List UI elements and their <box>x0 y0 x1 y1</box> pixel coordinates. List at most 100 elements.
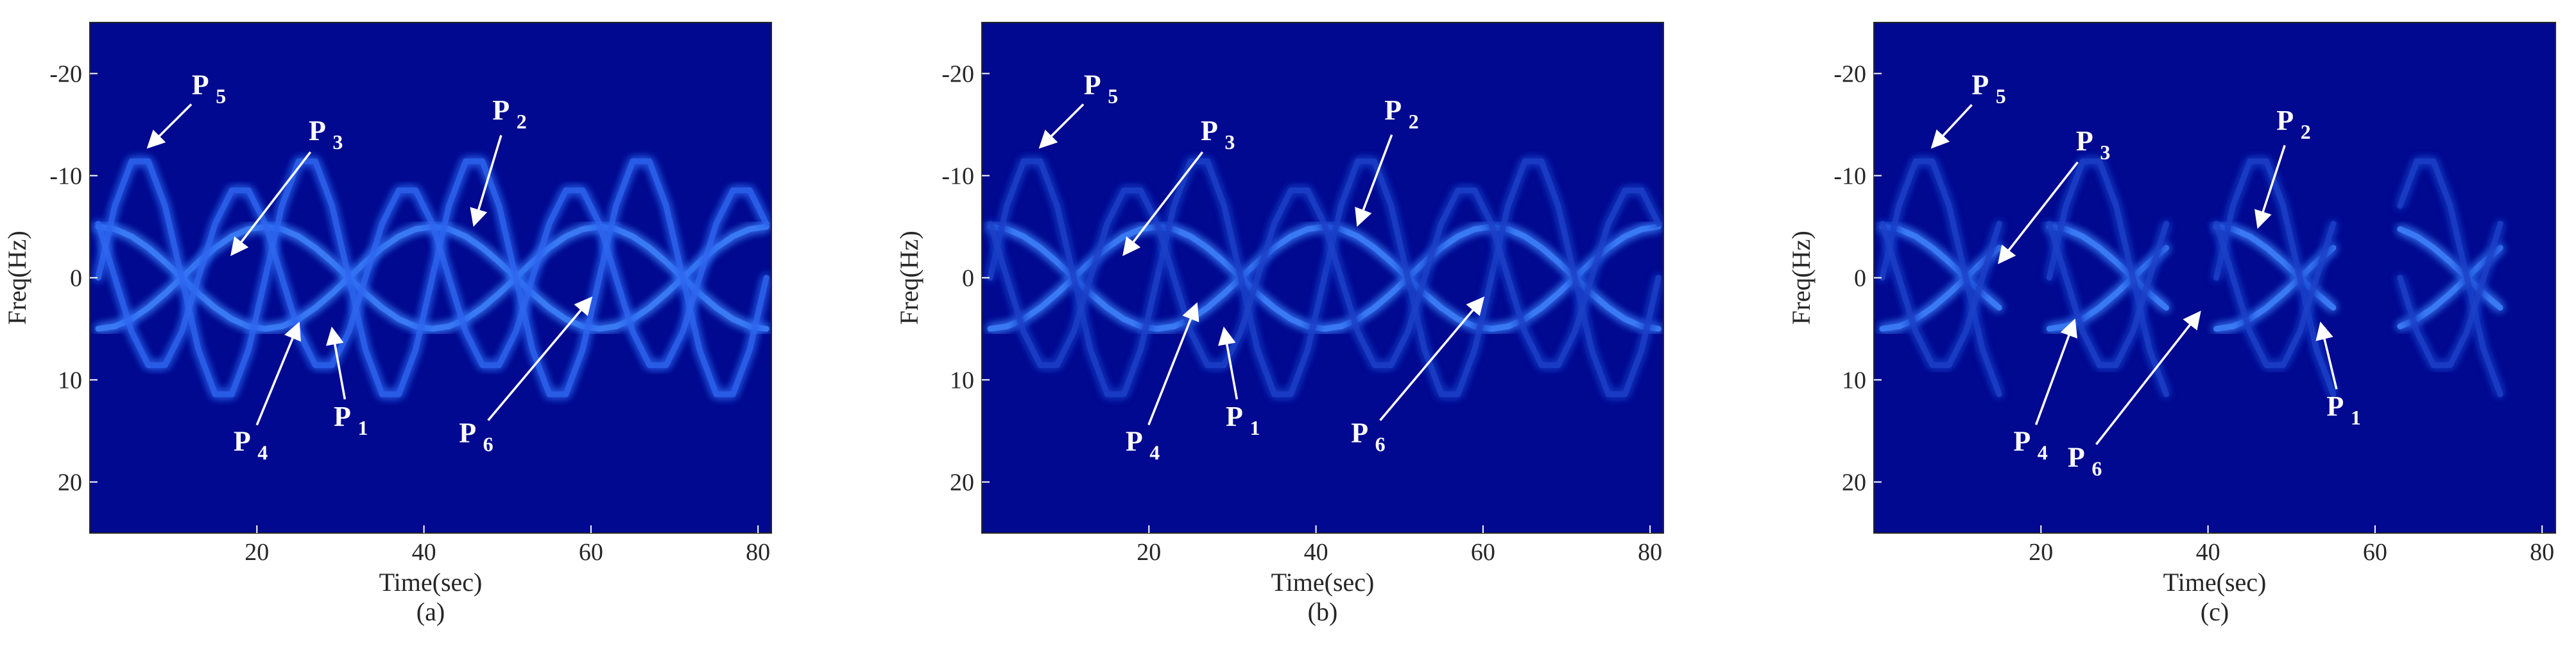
annotation-label: P <box>1351 417 1368 449</box>
annotation-subscript: 1 <box>357 416 368 439</box>
annotation-arrow <box>326 326 347 399</box>
y-tick-label: 10 <box>1842 367 1866 394</box>
x-tick-label: 60 <box>2363 539 2387 566</box>
component-curve <box>95 187 769 369</box>
y-tick-label: -20 <box>941 61 974 88</box>
x-axis-label: Time(sec) <box>379 568 483 597</box>
y-axis-label: Freq(Hz) <box>3 231 31 325</box>
annotation-arrow <box>2315 321 2338 390</box>
annotation-label: P <box>1084 69 1101 100</box>
annotation-subscript: 5 <box>1996 84 2006 107</box>
annotation-arrow <box>1122 151 1204 256</box>
annotation-subscript: 4 <box>257 441 268 464</box>
annotation-label: P <box>2068 442 2085 473</box>
y-tick-label: 20 <box>58 469 82 496</box>
y-tick-label: 0 <box>70 265 82 292</box>
annotation-subscript: 5 <box>1108 84 1118 107</box>
x-tick-label: 20 <box>1137 539 1161 566</box>
y-tick-label: -10 <box>1833 163 1866 190</box>
y-tick-label: 0 <box>1854 265 1866 292</box>
annotation-arrow <box>146 103 193 149</box>
y-tick-label: 10 <box>58 367 82 394</box>
annotation-label: P <box>309 115 326 146</box>
annotation-arrow <box>487 296 593 421</box>
caption: (a) <box>416 597 445 626</box>
annotation-arrow <box>1038 103 1085 149</box>
x-tick-label: 20 <box>2029 539 2053 566</box>
annotation-subscript: 2 <box>517 110 527 133</box>
y-tick-label: -10 <box>941 163 974 190</box>
caption: (c) <box>2201 597 2229 626</box>
annotation-subscript: 3 <box>1224 130 1235 153</box>
panel: 20 40 60 80 -20 -10 0 10 20 Time(sec)(a) Freq(Hz) P… <box>3 22 772 626</box>
annotation-subscript: 1 <box>1249 416 1260 439</box>
y-tick-label: -10 <box>49 163 82 190</box>
annotation-label: P <box>192 69 209 100</box>
annotation-subscript: 2 <box>1409 110 1419 133</box>
annotation-arrow <box>1998 161 2079 265</box>
annotation-subscript: 4 <box>2038 441 2048 464</box>
annotation-arrow <box>2034 318 2078 425</box>
annotation-label: P <box>459 417 476 449</box>
y-axis-label: Freq(Hz) <box>1787 231 1816 325</box>
annotation-label: P <box>1384 94 1402 126</box>
y-tick-label: 10 <box>950 367 974 394</box>
annotation-label: P <box>1201 115 1218 146</box>
annotation-label: P <box>2276 105 2294 136</box>
component-curve <box>1879 223 2503 332</box>
component-curve <box>1879 158 2503 398</box>
y-tick-label: -20 <box>49 61 82 88</box>
annotation-label: P <box>2326 390 2344 422</box>
annotation-arrow <box>1355 134 1393 227</box>
annotation-arrow <box>1218 326 1239 399</box>
y-axis-label: Freq(Hz) <box>895 231 923 325</box>
annotation-label: P <box>2076 125 2093 157</box>
annotation-subscript: 6 <box>1375 433 1386 456</box>
annotation-arrow <box>1147 302 1199 426</box>
x-axis-label: Time(sec) <box>1271 568 1375 597</box>
y-tick-label: 0 <box>962 265 974 292</box>
annotation-subscript: 1 <box>2351 406 2361 429</box>
annotation-label: P <box>1971 69 1989 100</box>
x-tick-label: 20 <box>245 539 269 566</box>
annotation-label: P <box>492 94 510 126</box>
x-tick-label: 60 <box>1471 539 1495 566</box>
annotation-subscript: 3 <box>2100 141 2110 164</box>
x-tick-label: 40 <box>2196 539 2220 566</box>
annotation-subscript: 4 <box>1149 441 1160 464</box>
annotation-subscript: 6 <box>2091 457 2102 480</box>
annotation-label: P <box>1126 425 1143 457</box>
annotation-arrow <box>230 151 312 256</box>
x-tick-label: 40 <box>412 539 436 566</box>
x-tick-label: 80 <box>1638 539 1662 566</box>
x-tick-label: 80 <box>746 539 770 566</box>
x-tick-label: 80 <box>2530 539 2554 566</box>
y-tick-label: -20 <box>1833 61 1866 88</box>
panel: 20 40 60 80 -20 -10 0 10 20 Time(sec)(b) Freq(Hz) P… <box>895 22 1664 626</box>
annotation-arrow <box>470 135 502 227</box>
annotation-arrow <box>2254 144 2286 229</box>
annotation-arrow <box>255 321 301 426</box>
component-curve <box>1879 223 2503 332</box>
y-tick-label: 20 <box>950 469 974 496</box>
annotation-subscript: 2 <box>2301 120 2311 143</box>
plot-content <box>986 158 1663 398</box>
annotation-arrow <box>1930 104 1973 149</box>
annotation-arrow <box>2095 310 2201 446</box>
component-curve <box>987 187 1662 369</box>
caption: (b) <box>1308 597 1338 626</box>
plot-content <box>94 158 771 398</box>
annotation-label: P <box>1226 401 1243 432</box>
x-tick-label: 60 <box>579 539 603 566</box>
annotation-subscript: 5 <box>216 84 226 107</box>
panel: 20 40 60 80 -20 -10 0 10 20 Time(sec)(c) Freq(Hz) P… <box>1787 22 2556 626</box>
annotation-label: P <box>334 401 351 432</box>
annotation-arrow <box>1379 296 1485 421</box>
annotation-subscript: 3 <box>332 130 343 153</box>
annotation-subscript: 6 <box>483 433 494 456</box>
x-tick-label: 40 <box>1304 539 1328 566</box>
annotation-label: P <box>2013 425 2031 457</box>
x-axis-label: Time(sec) <box>2163 568 2267 597</box>
